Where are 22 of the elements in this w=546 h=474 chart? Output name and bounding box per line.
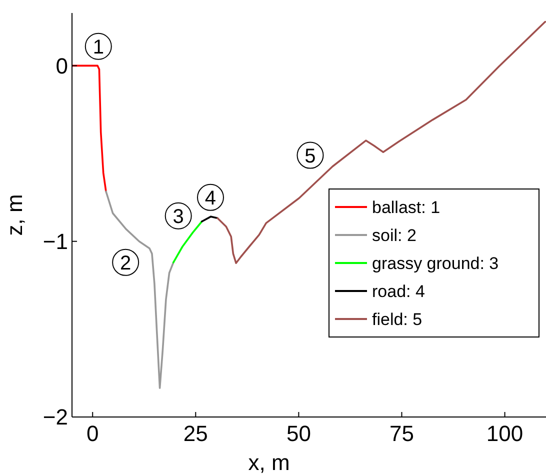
legend-label: soil: 2: [372, 226, 416, 245]
x-axis-title: x, m: [248, 450, 290, 474]
x-tick-label: 0: [86, 421, 99, 446]
line-series: [72, 64, 107, 192]
x-tick-label: 75: [389, 421, 414, 446]
annotation: 2: [120, 252, 132, 275]
x-tick-label: 25: [183, 421, 208, 446]
x-tick-label: 50: [286, 421, 311, 446]
line-series: [105, 190, 174, 389]
annotation: 5: [304, 145, 316, 168]
y-tick-label: −1: [42, 229, 68, 254]
annotation: 3: [172, 206, 184, 228]
annotation: 4: [204, 188, 216, 210]
y-axis-title: z, m: [2, 194, 27, 236]
legend-label: ballast: 1: [372, 198, 440, 217]
y-tick-label: −2: [42, 404, 68, 430]
x-tick-label: 100: [486, 421, 524, 446]
legend-label: grassy ground: 3: [372, 254, 499, 273]
annotation: 1: [92, 36, 104, 59]
legend-label: field: 5: [372, 310, 422, 329]
legend-label: road: 4: [372, 282, 425, 301]
y-tick-label: 0: [56, 53, 68, 78]
